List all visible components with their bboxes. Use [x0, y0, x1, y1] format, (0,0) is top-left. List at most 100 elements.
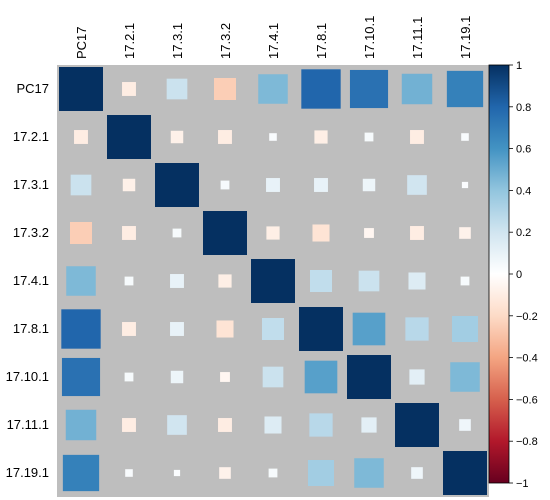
heatmap-cell-17.11.1-17.3.1: [167, 415, 187, 435]
heatmap-cell-17.10.1-17.4.1: [262, 366, 284, 388]
heatmap-cell-17.3.2-17.3.2: [203, 211, 247, 255]
row-label: 17.10.1: [6, 369, 49, 384]
heatmap-cell-PC17-17.11.1: [401, 73, 433, 105]
colorbar-tick-label: 0.2: [516, 227, 531, 239]
colorbar-tick-label: 1: [516, 60, 522, 72]
heatmap-cell-17.10.1-17.2.1: [124, 372, 134, 382]
heatmap-cell-17.4.1-17.3.1: [170, 274, 184, 288]
colorbar-tick-label: 0.4: [516, 185, 531, 197]
heatmap-cell-17.3.2-17.2.1: [122, 226, 136, 240]
heatmap-cell-17.11.1-17.2.1: [122, 418, 136, 432]
heatmap-cell-17.3.1-17.3.1: [155, 163, 199, 207]
heatmap-cell-17.10.1-17.19.1: [450, 362, 480, 392]
heatmap-cell-PC17-PC17: [59, 67, 103, 111]
heatmap-cell-17.3.1-17.3.2: [220, 180, 230, 190]
heatmap-cell-17.19.1-17.3.1: [173, 469, 181, 477]
heatmap-cell-17.10.1-17.3.2: [220, 372, 230, 382]
heatmap-cell-17.8.1-17.19.1: [451, 315, 479, 343]
heatmap-cell-PC17-17.2.1: [122, 82, 136, 96]
colorbar: 1 0.8 0.6 0.4 0.2 0 −0.2 −0.4 −0.6 −0.8 −1: [488, 60, 538, 490]
row-label: 17.19.1: [6, 465, 49, 480]
heatmap-cell-17.8.1-17.4.1: [262, 318, 284, 340]
column-label: 17.8.1: [314, 23, 329, 59]
plot-area: [57, 65, 489, 497]
heatmap-cell-17.8.1-17.3.1: [170, 322, 184, 336]
row-label: PC17: [16, 81, 49, 96]
heatmap-cell-17.3.1-17.2.1: [122, 178, 136, 192]
heatmap-cell-PC17-17.3.1: [166, 78, 188, 100]
row-label: 17.3.1: [13, 177, 49, 192]
colorbar-tick-label: −0.4: [516, 353, 538, 365]
row-label: 17.11.1: [7, 417, 49, 432]
heatmap-cell-17.8.1-17.3.2: [216, 320, 234, 338]
heatmap-cell-17.11.1-17.10.1: [361, 417, 377, 433]
heatmap-cell-17.19.1-17.10.1: [354, 458, 384, 488]
heatmap-cell-17.2.1-17.3.1: [170, 130, 184, 144]
colorbar-tick-label: −0.8: [516, 436, 538, 448]
heatmap-cell-17.4.1-17.4.1: [251, 259, 295, 303]
colorbar-tick-label: −1: [516, 478, 529, 490]
heatmap-cell-17.19.1-17.8.1: [307, 459, 335, 487]
column-labels: PC17 17.2.1 17.3.1 17.3.2 17.4.1 17.8.1 17.10.…: [74, 16, 473, 59]
row-label: 17.4.1: [13, 273, 49, 288]
heatmap-cell-17.11.1-17.3.2: [218, 418, 232, 432]
colorbar-gradient: [488, 64, 510, 484]
heatmap-cell-17.3.1-17.19.1: [461, 181, 469, 189]
heatmap-cell-17.3.2-17.19.1: [459, 227, 471, 239]
heatmap-cell-17.11.1-PC17: [65, 409, 97, 441]
heatmap-cell-17.2.1-17.4.1: [269, 133, 277, 141]
row-labels: PC17 17.2.1 17.3.1 17.3.2 17.4.1 17.8.1 17.10.…: [6, 81, 49, 480]
colorbar-tick-label: 0: [516, 269, 522, 281]
heatmap-cell-17.4.1-17.11.1: [408, 272, 426, 290]
colorbar-tick-label: 0.8: [516, 102, 531, 114]
heatmap-cell-17.4.1-17.19.1: [460, 276, 470, 286]
heatmap-cell-17.19.1-17.2.1: [125, 469, 133, 477]
heatmap-cell-17.11.1-17.4.1: [264, 416, 282, 434]
heatmap-cell-17.10.1-17.10.1: [347, 355, 391, 399]
heatmap-cell-17.4.1-17.8.1: [310, 270, 332, 292]
column-label: 17.11.1: [410, 17, 425, 59]
heatmap-cell-17.19.1-17.4.1: [268, 468, 278, 478]
heatmap-cell-17.3.2-17.4.1: [266, 226, 280, 240]
heatmap-cell-17.3.2-17.8.1: [312, 224, 330, 242]
row-label: 17.8.1: [13, 321, 49, 336]
heatmap-cell-17.4.1-17.10.1: [358, 270, 380, 292]
heatmap-cell-PC17-17.3.2: [214, 78, 236, 100]
colorbar-tick-label: 0.6: [516, 144, 531, 156]
column-label: 17.10.1: [362, 16, 377, 59]
colorbar-tick-label: −0.6: [516, 394, 538, 406]
heatmap-cell-17.4.1-17.3.2: [218, 274, 232, 288]
colorbar-tick-label: −0.2: [516, 311, 538, 323]
heatmap-cell-17.2.1-17.10.1: [364, 132, 374, 142]
heatmap-cell-17.2.1-17.11.1: [410, 130, 424, 144]
heatmap-cell-17.3.1-17.10.1: [362, 178, 376, 192]
heatmap-cell-17.3.1-17.11.1: [407, 175, 427, 195]
heatmap-cell-17.3.2-17.10.1: [364, 228, 374, 238]
heatmap-cell-17.8.1-17.8.1: [299, 307, 343, 351]
heatmap-cell-PC17-17.8.1: [301, 69, 341, 109]
heatmap-cell-17.2.1-PC17: [74, 130, 88, 144]
heatmap-cell-17.3.1-17.4.1: [266, 178, 280, 192]
heatmap-cell-17.3.1-PC17: [70, 174, 92, 196]
heatmap-cell-17.3.2-PC17: [70, 222, 92, 244]
column-label: 17.4.1: [266, 23, 281, 59]
heatmap-cell-17.11.1-17.8.1: [309, 413, 333, 437]
heatmap-cell-17.3.2-17.11.1: [410, 226, 424, 240]
heatmap-cell-17.2.1-17.2.1: [107, 115, 151, 159]
column-label: 17.19.1: [458, 16, 473, 59]
heatmap-cell-PC17-17.10.1: [349, 69, 389, 109]
heatmap-cell-17.11.1-17.19.1: [459, 419, 471, 431]
heatmap-cell-17.10.1-17.11.1: [409, 369, 425, 385]
column-label: PC17: [74, 26, 89, 59]
heatmap-cell-17.8.1-17.2.1: [122, 322, 136, 336]
heatmap-cell-17.2.1-17.19.1: [461, 133, 469, 141]
heatmap-cell-17.10.1-17.3.1: [170, 370, 184, 384]
column-label: 17.3.2: [218, 23, 233, 59]
heatmap-cell-17.3.1-17.8.1: [314, 178, 328, 192]
heatmap-cell-17.19.1-17.11.1: [411, 467, 423, 479]
heatmap-cell-PC17-17.19.1: [446, 70, 484, 108]
heatmap-cell-17.10.1-PC17: [61, 357, 101, 397]
heatmap-cell-17.8.1-17.10.1: [352, 312, 386, 346]
column-label: 17.2.1: [122, 23, 137, 59]
